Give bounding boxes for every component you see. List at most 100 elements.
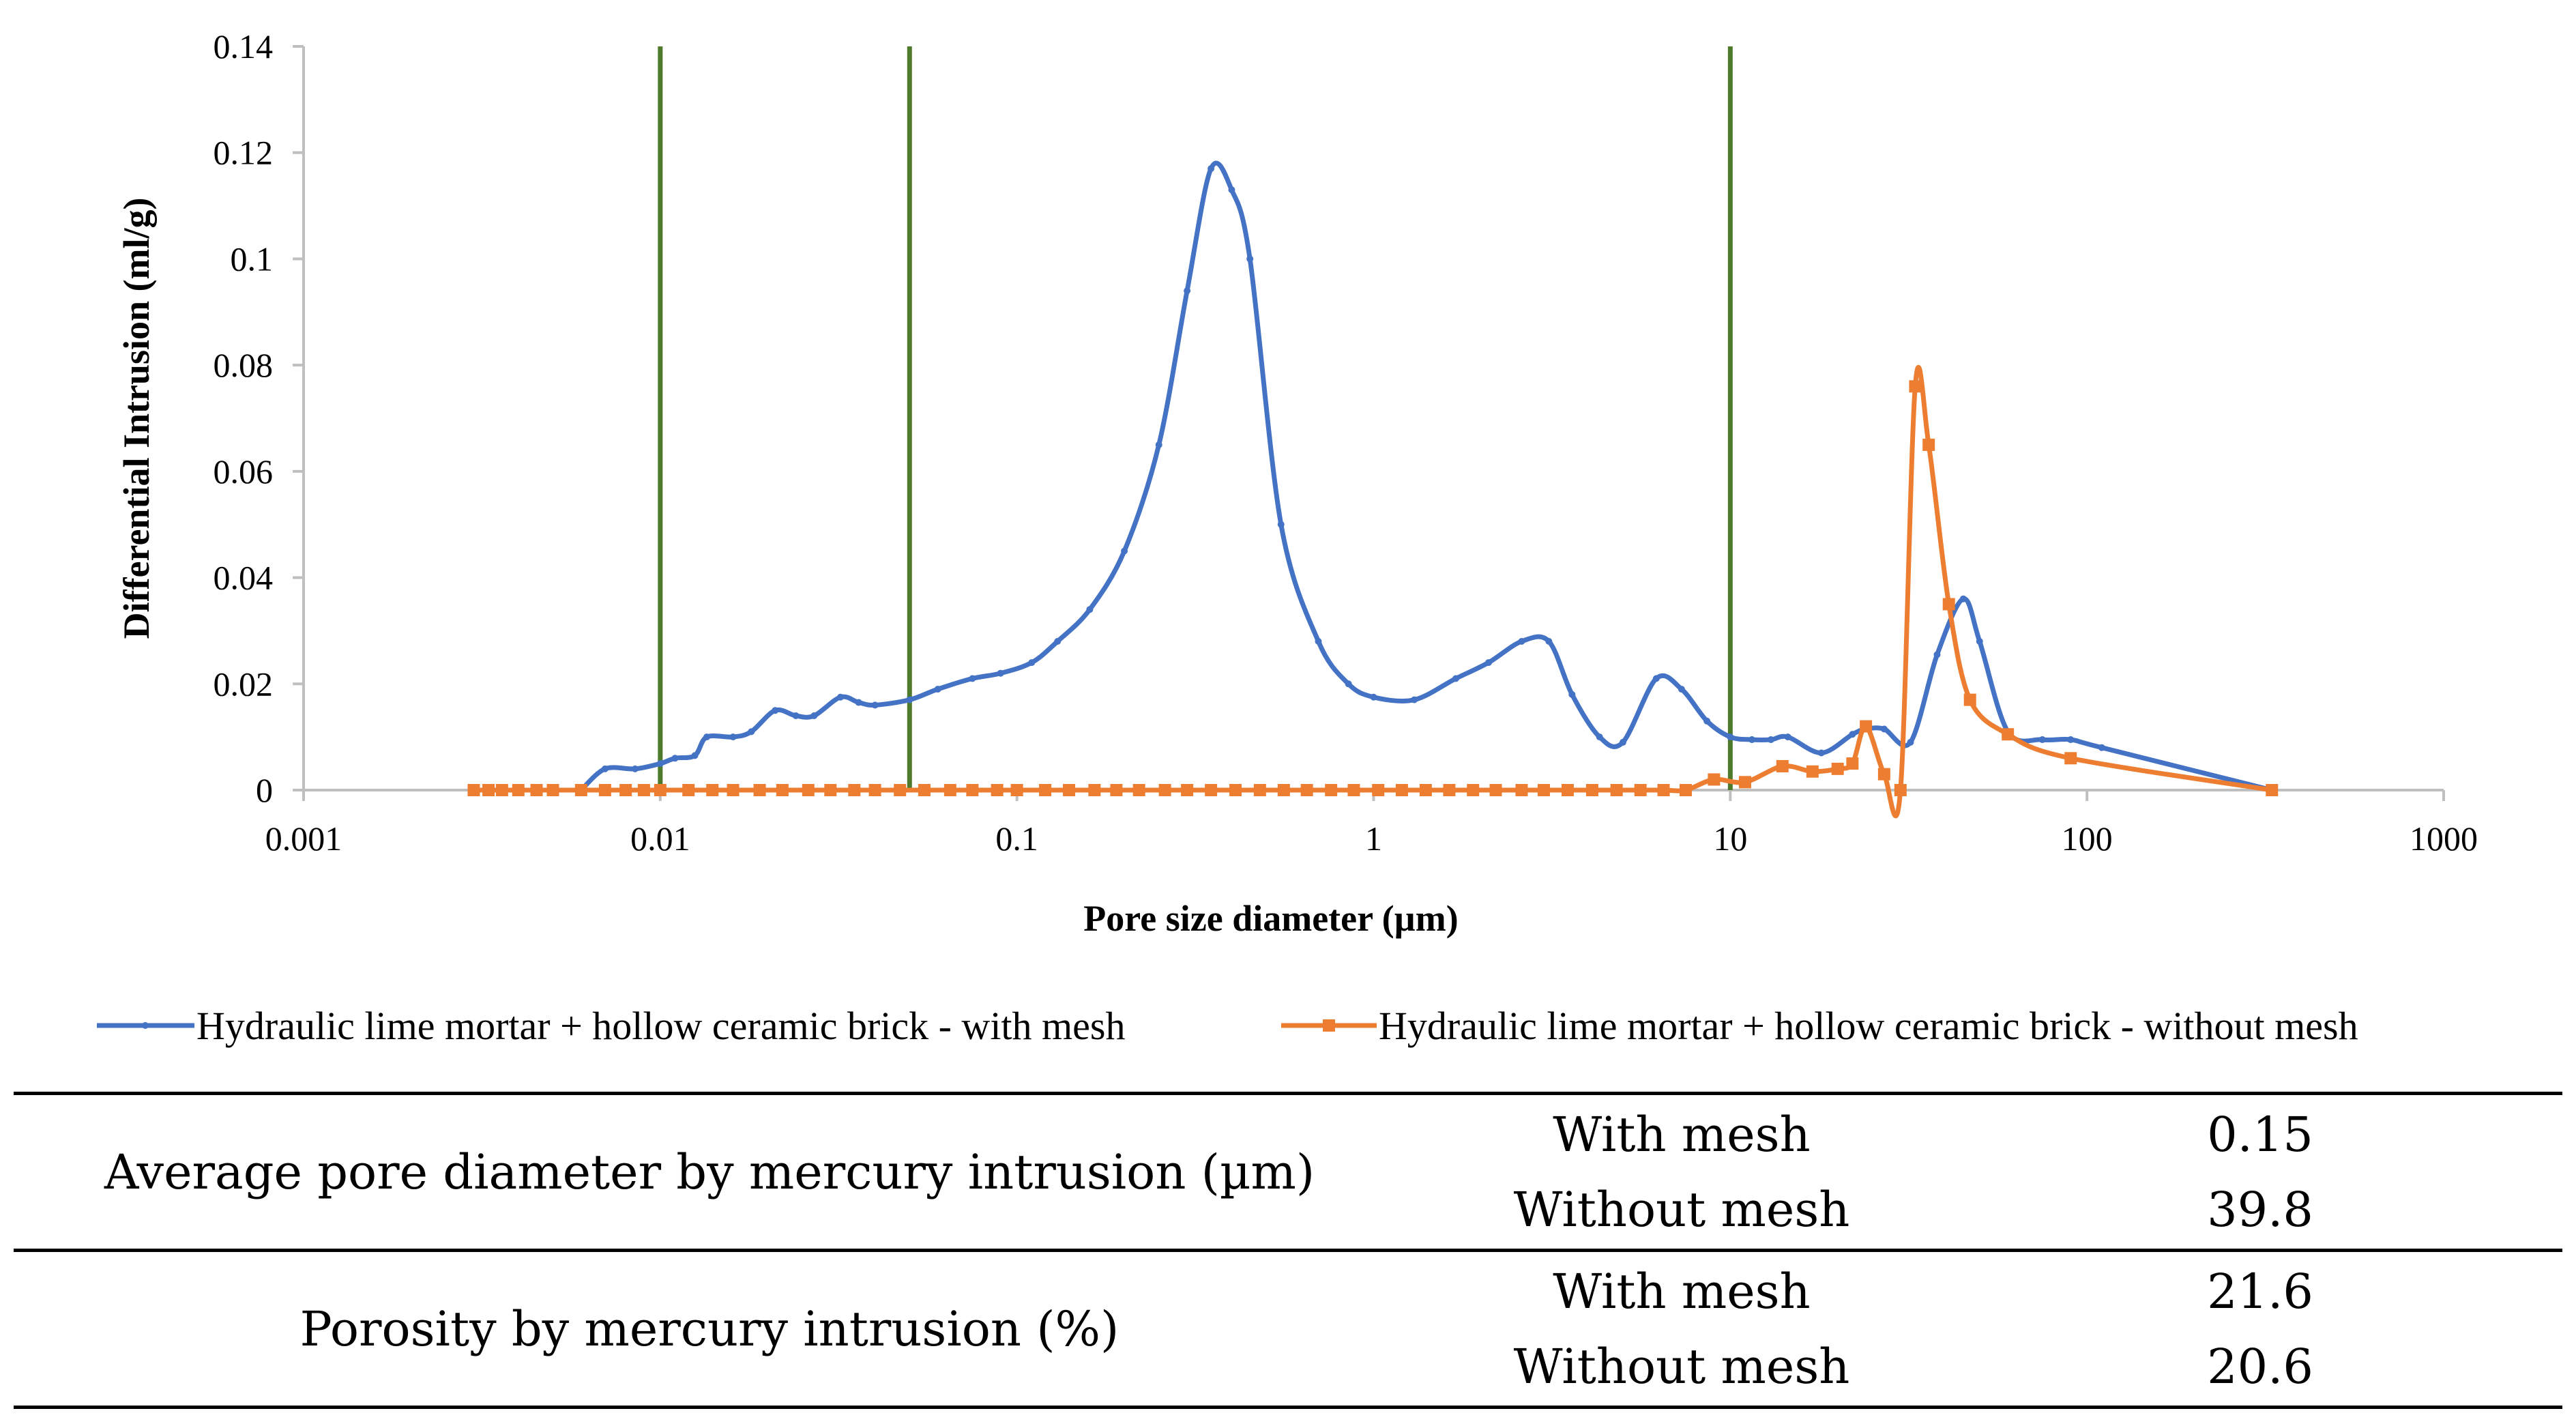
- y-tick-label: 0: [256, 771, 273, 809]
- summary-group-porosity: Porosity by mercury intrusion (%) With m…: [14, 1252, 2562, 1409]
- data-point: [1411, 696, 1418, 703]
- data-point: [1372, 784, 1385, 796]
- condition-label: Without mesh: [1513, 1182, 1850, 1238]
- data-point: [2002, 728, 2015, 741]
- data-point: [706, 784, 719, 796]
- data-point: [2098, 744, 2105, 751]
- metric-label: Average pore diameter by mercury intrusi…: [104, 1144, 1315, 1200]
- series-with-mesh: [577, 160, 2276, 794]
- data-point: [2266, 784, 2279, 796]
- data-point: [1253, 784, 1266, 796]
- data-point: [1467, 784, 1480, 796]
- y-tick-label: 0.02: [214, 665, 274, 703]
- x-tick-label: 0.001: [265, 819, 342, 858]
- data-point: [906, 696, 913, 703]
- data-point: [574, 784, 587, 796]
- data-point: [1246, 255, 1254, 263]
- y-tick-label: 0.14: [214, 27, 274, 66]
- data-point: [1784, 733, 1791, 741]
- data-point: [1347, 784, 1360, 796]
- data-point: [1010, 784, 1023, 796]
- legend-label-with-mesh: Hydraulic lime mortar + hollow ceramic b…: [196, 1004, 1125, 1048]
- x-axis-title: Pore size diameter (µm): [1083, 898, 1458, 939]
- data-point: [1121, 547, 1128, 555]
- y-tick-label: 0.1: [231, 239, 274, 278]
- data-point: [1806, 765, 1819, 778]
- data-point: [868, 784, 881, 796]
- legend-label-without-mesh: Hydraulic lime mortar + hollow ceramic b…: [1379, 1004, 2358, 1048]
- data-point: [802, 784, 815, 796]
- data-point: [1325, 784, 1338, 796]
- data-point: [934, 686, 941, 693]
- data-point: [1443, 784, 1456, 796]
- data-point: [1959, 595, 1967, 602]
- condition-label: Without mesh: [1513, 1339, 1850, 1395]
- data-point: [1703, 717, 1711, 725]
- summary-table: Average pore diameter by mercury intrusi…: [14, 1092, 2562, 1409]
- data-point: [1708, 773, 1721, 786]
- series-line: [471, 364, 2274, 819]
- data-point: [1515, 784, 1528, 796]
- data-point: [810, 712, 818, 719]
- data-point: [691, 752, 699, 759]
- data-point: [729, 733, 737, 741]
- data-point: [894, 784, 907, 796]
- data-point: [1933, 651, 1941, 658]
- data-point: [546, 784, 559, 796]
- data-point: [1054, 638, 1062, 645]
- data-point: [482, 784, 495, 796]
- data-point: [1596, 733, 1603, 741]
- data-point: [1452, 675, 1459, 682]
- x-tick-label: 1000: [2410, 819, 2478, 858]
- data-point: [1229, 784, 1242, 796]
- data-point: [824, 784, 837, 796]
- data-point: [727, 784, 740, 796]
- data-point: [918, 784, 931, 796]
- data-point: [631, 765, 639, 772]
- data-point: [671, 755, 679, 762]
- metric-label: Porosity by mercury intrusion (%): [299, 1300, 1119, 1357]
- legend-item-without-mesh: Hydraulic lime mortar + hollow ceramic b…: [1281, 1004, 2358, 1048]
- data-point: [748, 728, 755, 736]
- x-tick-label: 100: [2062, 819, 2113, 858]
- data-point: [966, 784, 979, 796]
- data-point: [1155, 441, 1162, 448]
- condition-label: With mesh: [1553, 1107, 1811, 1163]
- data-point: [1315, 638, 1322, 645]
- data-point: [1545, 638, 1553, 645]
- data-point: [1585, 784, 1598, 796]
- data-point: [1181, 784, 1194, 796]
- summary-group-average-pore-diameter: Average pore diameter by mercury intrusi…: [14, 1092, 2562, 1252]
- data-point: [1849, 731, 1856, 738]
- data-point: [1028, 659, 1036, 667]
- data-point: [991, 784, 1004, 796]
- data-point: [997, 669, 1004, 677]
- data-point: [682, 784, 695, 796]
- data-point: [1748, 736, 1756, 744]
- metric-value: 20.6: [2207, 1339, 2313, 1395]
- data-point: [1300, 784, 1313, 796]
- data-point: [467, 784, 480, 796]
- data-point: [855, 699, 862, 706]
- data-point: [1680, 784, 1693, 796]
- data-point: [1518, 638, 1525, 645]
- data-point: [1484, 659, 1492, 667]
- y-tick-labels: 0 0.02 0.04 0.06 0.08 0.1 0.12 0.14: [214, 27, 304, 809]
- data-point: [1767, 736, 1774, 744]
- x-tick-label: 0.01: [630, 819, 690, 858]
- data-point: [1086, 606, 1094, 613]
- data-point: [1738, 776, 1751, 789]
- legend: Hydraulic lime mortar + hollow ceramic b…: [97, 1004, 2358, 1048]
- data-point: [1942, 598, 1955, 611]
- data-point: [495, 784, 508, 796]
- data-point: [703, 733, 710, 741]
- y-tick-label: 0.06: [214, 452, 274, 491]
- data-point: [601, 765, 609, 772]
- data-point: [1619, 738, 1626, 746]
- data-point: [1063, 784, 1076, 796]
- legend-marker-without-mesh: [1323, 1019, 1335, 1032]
- data-point: [598, 784, 611, 796]
- reference-lines: [658, 46, 1733, 790]
- x-tick-label: 1: [1365, 819, 1382, 858]
- data-point: [1652, 675, 1660, 682]
